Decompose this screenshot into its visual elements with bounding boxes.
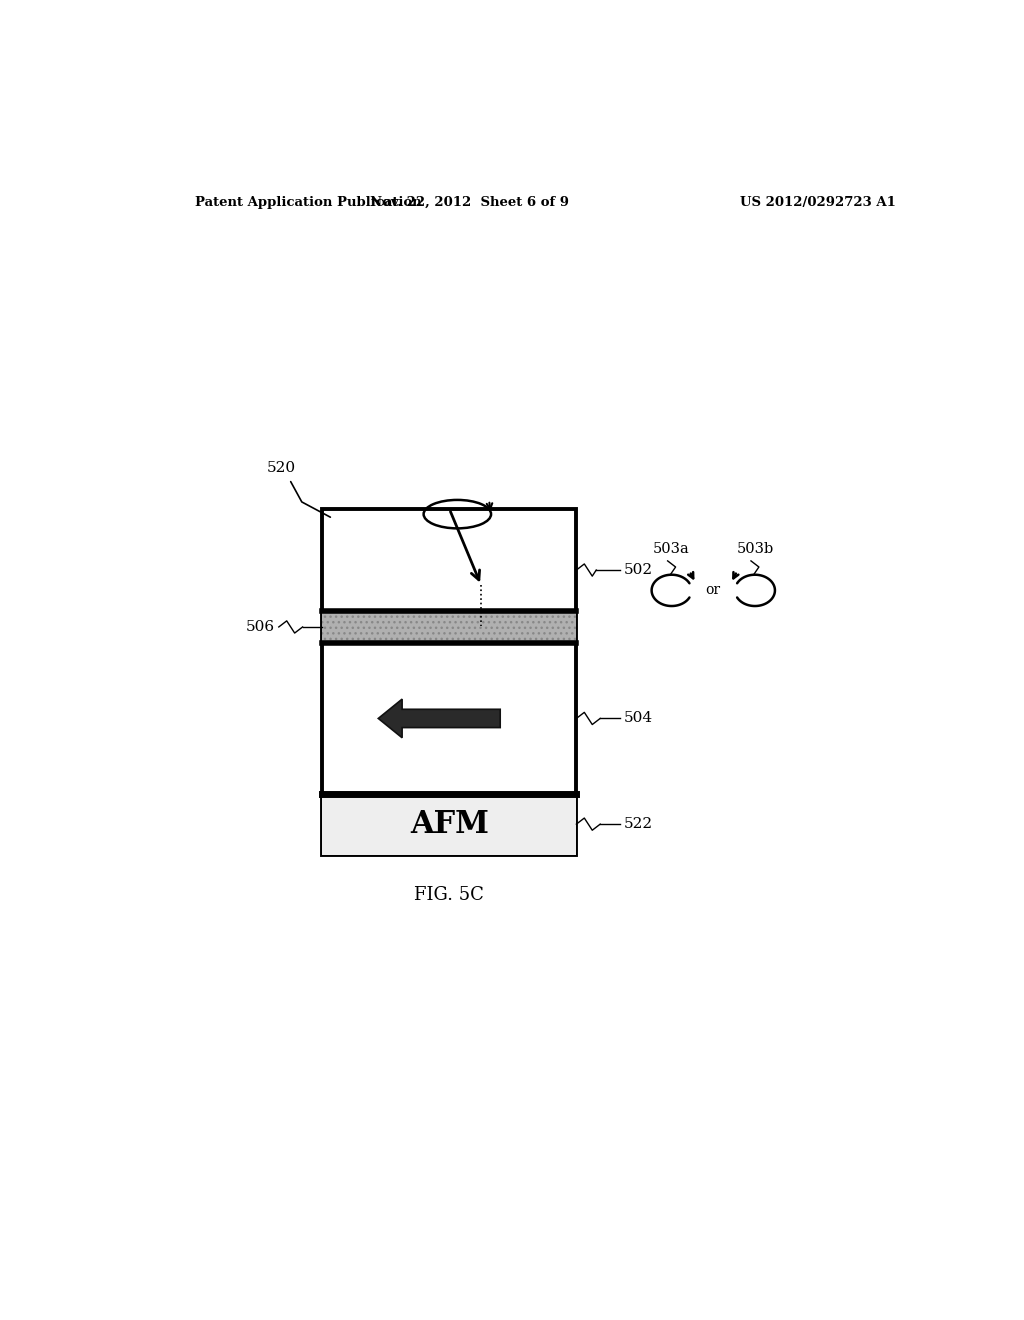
Bar — [323, 611, 577, 643]
Text: 502: 502 — [624, 564, 653, 577]
Text: AFM: AFM — [410, 809, 488, 840]
Text: 504: 504 — [624, 711, 653, 726]
Text: 506: 506 — [246, 620, 274, 634]
Text: 503b: 503b — [736, 541, 773, 556]
Text: 522: 522 — [624, 817, 653, 832]
Bar — [323, 793, 577, 854]
Bar — [323, 510, 577, 854]
Text: 503a: 503a — [653, 541, 690, 556]
Bar — [323, 611, 577, 643]
Text: 520: 520 — [267, 462, 296, 475]
Text: Nov. 22, 2012  Sheet 6 of 9: Nov. 22, 2012 Sheet 6 of 9 — [370, 195, 568, 209]
FancyArrow shape — [378, 700, 500, 738]
Text: FIG. 5C: FIG. 5C — [415, 886, 484, 904]
Text: Patent Application Publication: Patent Application Publication — [196, 195, 422, 209]
Text: US 2012/0292723 A1: US 2012/0292723 A1 — [740, 195, 896, 209]
Text: or: or — [706, 583, 721, 598]
